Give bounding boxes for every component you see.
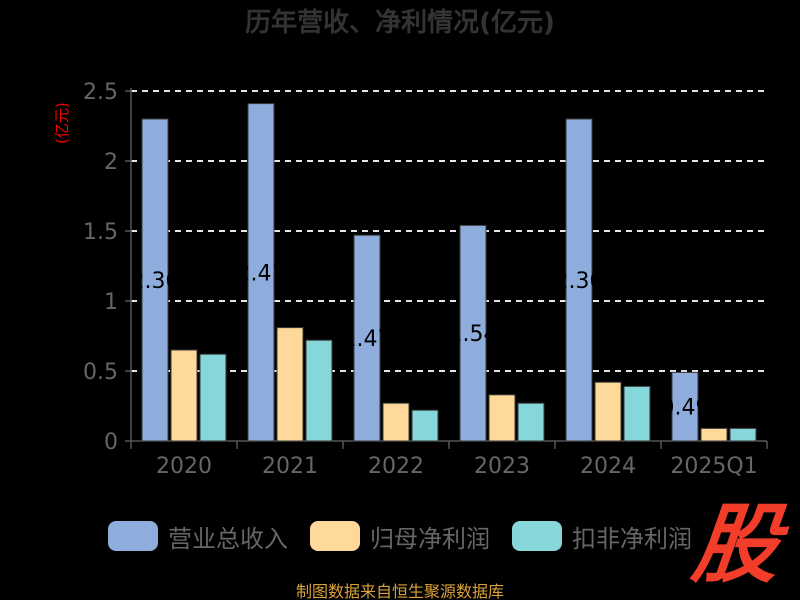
legend-label-deducted-profit: 扣非净利润 xyxy=(572,524,692,553)
chart-title: 历年营收、净利情况(亿元) xyxy=(245,8,555,38)
bar xyxy=(729,427,757,442)
bar xyxy=(247,103,275,442)
y-tick-label: 1 xyxy=(104,290,118,315)
bar xyxy=(565,118,593,442)
bar xyxy=(488,394,516,442)
bar xyxy=(594,381,622,442)
y-tick-label: 0.5 xyxy=(83,360,118,385)
data-label: 1.54 xyxy=(449,322,498,347)
bar xyxy=(141,118,169,442)
bar xyxy=(411,409,439,442)
data-label: 1.47 xyxy=(343,327,392,352)
bar xyxy=(671,371,699,442)
bar xyxy=(623,385,651,442)
data-source-note: 制图数据来自恒生聚源数据库 xyxy=(295,582,504,600)
y-tick-label: 1.5 xyxy=(83,220,118,245)
bar xyxy=(517,402,545,442)
y-tick-label: 2 xyxy=(104,150,118,175)
legend-label-revenue: 营业总收入 xyxy=(168,524,288,553)
legend-swatch-revenue xyxy=(108,521,158,551)
bar xyxy=(170,349,198,442)
data-label: 2.30 xyxy=(131,269,180,294)
x-tick-label: 2021 xyxy=(262,454,318,479)
bar xyxy=(382,402,410,442)
x-tick-label: 2025Q1 xyxy=(670,454,757,479)
legend-item-deducted-profit[interactable]: 扣非净利润 xyxy=(512,519,692,554)
x-tick-label: 2020 xyxy=(156,454,212,479)
x-tick-label: 2022 xyxy=(368,454,424,479)
legend-swatch-net-profit xyxy=(310,521,360,551)
y-tick-label: 2.5 xyxy=(83,80,118,105)
legend-swatch-deducted-profit xyxy=(512,521,562,551)
data-label: 2.41 xyxy=(237,261,286,286)
legend-item-net-profit[interactable]: 归母净利润 xyxy=(310,519,490,554)
bar xyxy=(700,427,728,442)
x-tick-label: 2024 xyxy=(580,454,636,479)
logo: 股 xyxy=(687,495,785,595)
legend-label-net-profit: 归母净利润 xyxy=(370,524,490,553)
data-label: 2.30 xyxy=(555,269,604,294)
legend-item-revenue[interactable]: 营业总收入 xyxy=(108,519,288,554)
bar xyxy=(459,224,487,442)
bar xyxy=(353,234,381,442)
y-tick-label: 0 xyxy=(104,430,118,455)
bar xyxy=(305,339,333,442)
data-label: 0.49 xyxy=(661,396,710,421)
x-tick-label: 2023 xyxy=(474,454,530,479)
bar xyxy=(276,327,304,442)
bar xyxy=(199,353,227,442)
legend: 营业总收入 归母净利润 扣非净利润 xyxy=(108,518,692,554)
